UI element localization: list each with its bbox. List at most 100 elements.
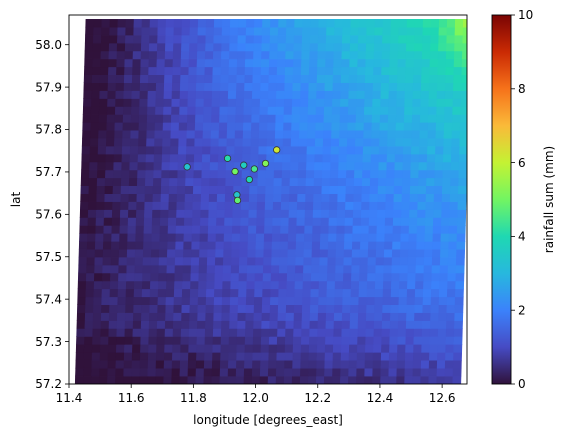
grid-cell bbox=[444, 90, 454, 99]
grid-cell bbox=[444, 375, 454, 384]
grid-cell bbox=[162, 129, 172, 139]
grid-cell bbox=[158, 256, 168, 266]
grid-cell bbox=[115, 359, 125, 369]
grid-cell bbox=[362, 161, 372, 171]
grid-cell bbox=[226, 122, 236, 131]
grid-cell bbox=[269, 50, 279, 60]
grid-cell bbox=[252, 66, 262, 76]
grid-cell bbox=[436, 90, 446, 99]
grid-cell bbox=[100, 328, 110, 337]
grid-cell bbox=[261, 42, 271, 52]
grid-cell bbox=[232, 217, 242, 226]
grid-cell bbox=[388, 351, 398, 361]
grid-cell bbox=[350, 296, 360, 306]
grid-cell bbox=[305, 193, 315, 202]
grid-cell bbox=[293, 26, 303, 36]
grid-cell bbox=[188, 336, 198, 345]
grid-cell bbox=[87, 233, 97, 242]
grid-cell bbox=[450, 177, 460, 187]
grid-cell bbox=[351, 264, 361, 274]
grid-cell bbox=[292, 359, 302, 369]
grid-cell bbox=[436, 114, 445, 123]
grid-cell bbox=[416, 240, 426, 250]
grid-cell bbox=[192, 209, 202, 218]
grid-cell bbox=[204, 351, 214, 361]
station-markers bbox=[183, 146, 281, 204]
grid-cell bbox=[104, 177, 114, 187]
grid-cell bbox=[277, 42, 287, 52]
grid-cell bbox=[434, 161, 444, 171]
grid-cell bbox=[237, 50, 246, 60]
grid-cell bbox=[294, 288, 304, 298]
grid-cell bbox=[210, 145, 220, 155]
grid-cell bbox=[360, 209, 370, 218]
grid-cell bbox=[261, 26, 271, 36]
grid-cell bbox=[334, 26, 344, 36]
grid-cell bbox=[204, 50, 214, 60]
grid-cell bbox=[309, 58, 319, 68]
grid-cell bbox=[117, 26, 127, 36]
grid-cell bbox=[156, 50, 166, 60]
grid-cell bbox=[381, 328, 391, 337]
grid-cell bbox=[314, 137, 324, 147]
grid-cell bbox=[251, 90, 261, 99]
grid-cell bbox=[269, 328, 278, 337]
grid-cell bbox=[194, 145, 203, 155]
grid-cell bbox=[118, 256, 128, 266]
grid-cell bbox=[201, 161, 211, 171]
grid-cell bbox=[404, 98, 414, 107]
grid-cell bbox=[86, 240, 96, 250]
grid-cell bbox=[197, 304, 207, 313]
grid-cell bbox=[326, 26, 335, 36]
grid-cell bbox=[239, 225, 249, 234]
grid-cell bbox=[342, 18, 352, 28]
grid-cell bbox=[187, 359, 197, 369]
colorbar-tick-label: 8 bbox=[518, 82, 526, 96]
grid-cell bbox=[422, 26, 432, 36]
grid-cell bbox=[356, 351, 366, 361]
grid-cell bbox=[458, 153, 467, 163]
grid-cell bbox=[237, 18, 247, 28]
grid-cell bbox=[388, 74, 398, 83]
grid-cell bbox=[155, 351, 165, 361]
grid-cell bbox=[129, 153, 139, 163]
grid-cell bbox=[419, 114, 429, 123]
grid-cell bbox=[173, 26, 183, 36]
grid-cell bbox=[214, 272, 224, 282]
x-tick-label: 12.0 bbox=[242, 391, 269, 405]
grid-cell bbox=[362, 153, 372, 163]
grid-cell bbox=[280, 217, 290, 226]
grid-cell bbox=[282, 145, 292, 155]
grid-cell bbox=[142, 248, 152, 258]
grid-cell bbox=[113, 161, 123, 171]
grid-cell bbox=[174, 272, 184, 282]
colorbar-tick-label: 10 bbox=[518, 8, 533, 22]
grid-cell bbox=[440, 225, 450, 234]
grid-cell bbox=[123, 359, 133, 369]
grid-cell bbox=[389, 58, 399, 68]
grid-cell bbox=[226, 145, 236, 155]
grid-cell bbox=[342, 280, 352, 290]
grid-cell bbox=[328, 217, 338, 226]
grid-cell bbox=[306, 145, 316, 155]
grid-cell bbox=[293, 328, 303, 337]
grid-cell bbox=[387, 137, 397, 147]
grid-cell bbox=[123, 82, 133, 91]
station-marker bbox=[273, 146, 281, 154]
grid-cell bbox=[168, 185, 178, 194]
grid-cell bbox=[348, 82, 358, 91]
grid-cell bbox=[97, 161, 107, 171]
grid-cell bbox=[406, 34, 416, 44]
grid-cell bbox=[169, 177, 178, 187]
grid-cell bbox=[323, 114, 333, 123]
grid-cell bbox=[86, 248, 96, 258]
grid-cell bbox=[403, 114, 413, 123]
grid-cell bbox=[176, 193, 186, 202]
grid-cell bbox=[408, 225, 418, 234]
grid-cell bbox=[386, 153, 396, 163]
grid-cell bbox=[309, 42, 319, 52]
grid-cell bbox=[82, 106, 92, 115]
grid-cell bbox=[190, 256, 200, 266]
grid-cell bbox=[251, 114, 261, 123]
colorbar-tick-label: 4 bbox=[518, 230, 526, 244]
